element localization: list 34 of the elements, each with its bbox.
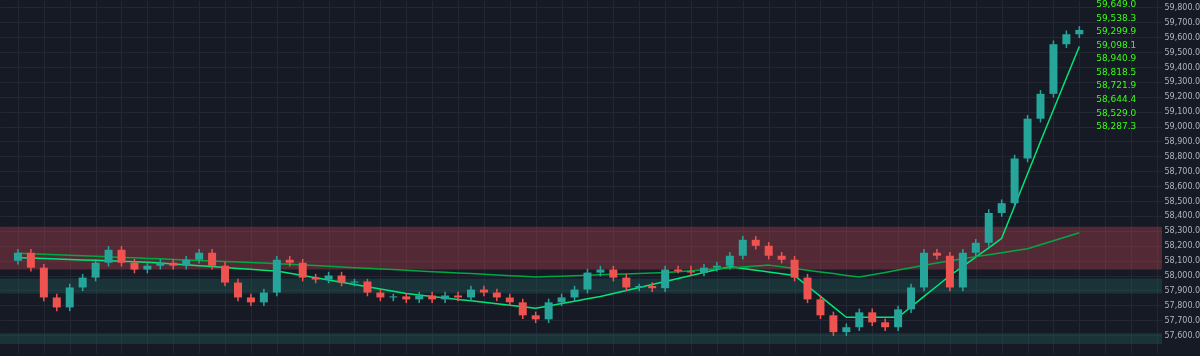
y-tick-label: 59,000.0	[1164, 122, 1200, 132]
y-tick-label: 59,300.0	[1164, 77, 1200, 87]
y-tick-label: 58,500.0	[1164, 196, 1200, 206]
y-tick-label: 57,900.0	[1164, 285, 1200, 295]
text: 58,940.9	[1096, 53, 1137, 64]
y-tick-label: 59,600.0	[1164, 32, 1200, 42]
text: 59,299.9	[1096, 26, 1137, 37]
text: 59,098.1	[1096, 39, 1137, 50]
text: 58,644.4	[1096, 94, 1137, 105]
y-tick-label: 59,800.0	[1164, 2, 1200, 12]
y-tick-label: 58,900.0	[1164, 137, 1200, 146]
y-tick-label: 57,600.0	[1164, 330, 1200, 340]
y-tick-label: 58,600.0	[1164, 181, 1200, 191]
text: 58,529.0	[1096, 107, 1137, 118]
text: 58,818.5	[1096, 66, 1137, 77]
text: 59,649.0	[1096, 0, 1137, 9]
y-tick-label: 57,800.0	[1164, 300, 1200, 310]
y-tick-label: 59,500.0	[1164, 47, 1200, 57]
text: 59,538.3	[1096, 12, 1137, 23]
y-tick-label: 58,000.0	[1164, 271, 1200, 281]
y-tick-label: 58,200.0	[1164, 241, 1200, 251]
y-tick-label: 58,400.0	[1164, 211, 1200, 221]
candlestick	[687, 265, 696, 278]
y-tick-label: 59,100.0	[1164, 107, 1200, 117]
y-tick-label: 59,400.0	[1164, 62, 1200, 72]
y-tick-label: 59,200.0	[1164, 92, 1200, 102]
y-tick-label: 58,300.0	[1164, 226, 1200, 236]
y-tick-label: 58,800.0	[1164, 151, 1200, 161]
y-tick-label: 59,700.0	[1164, 17, 1200, 27]
y-tick-label: 58,100.0	[1164, 256, 1200, 266]
text: 58,287.3	[1096, 121, 1137, 132]
text: 58,721.9	[1096, 80, 1137, 91]
y-tick-label: 57,700.0	[1164, 315, 1200, 325]
y-tick-label: 58,700.0	[1164, 166, 1200, 176]
